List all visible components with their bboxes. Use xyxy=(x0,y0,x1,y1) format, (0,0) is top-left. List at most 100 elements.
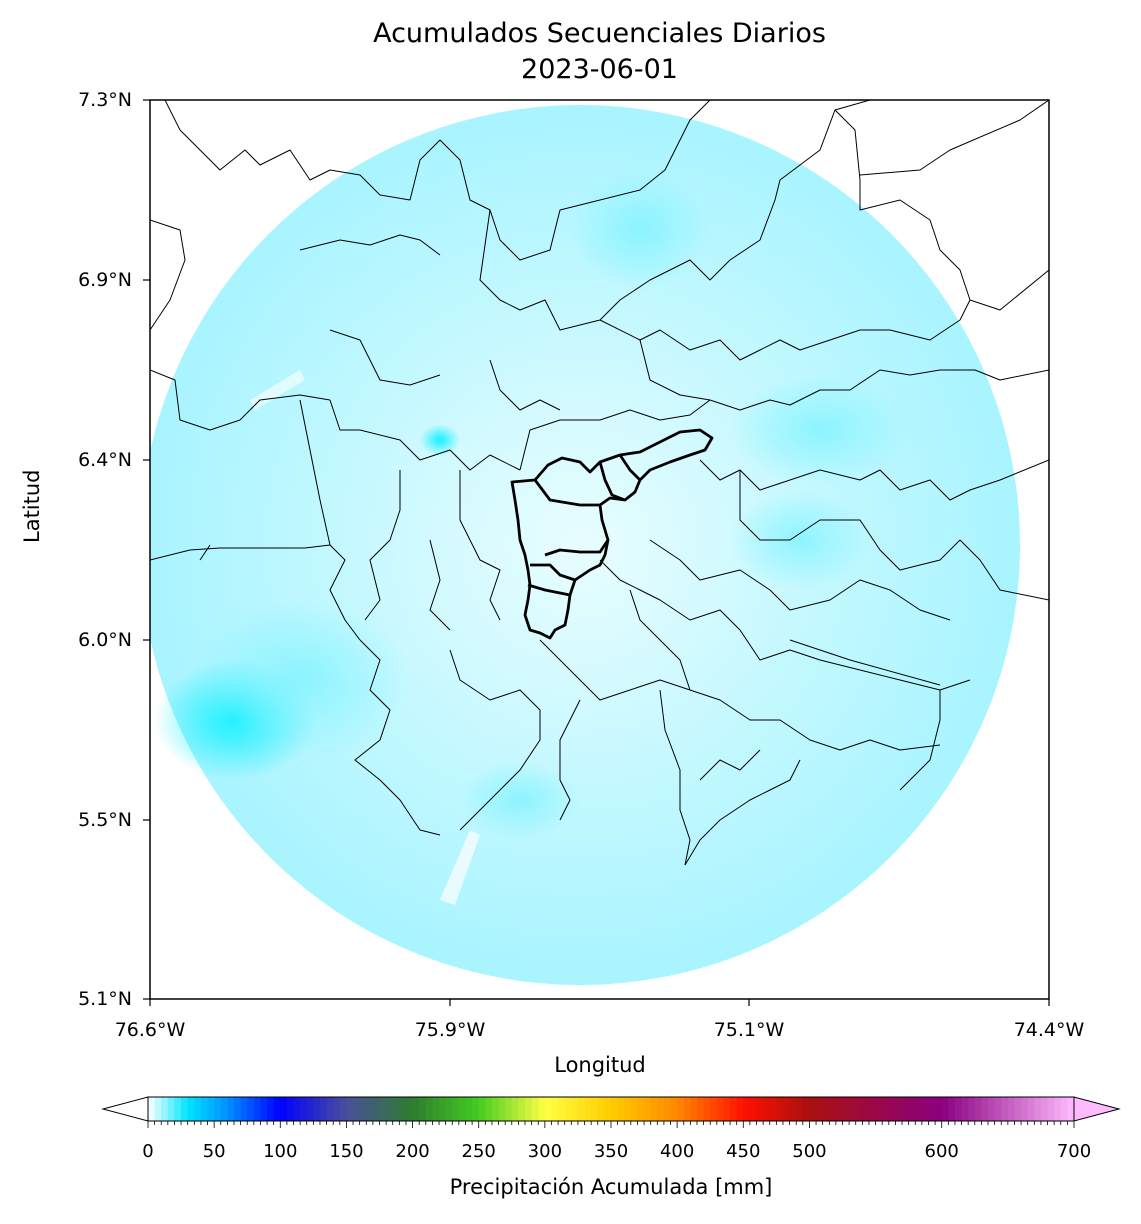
colorbar-segment xyxy=(855,1097,863,1121)
colorbar-segment xyxy=(789,1097,797,1121)
x-axis-label: Longitud xyxy=(554,1053,646,1077)
colorbar-segment xyxy=(306,1097,314,1121)
colorbar-segment xyxy=(399,1097,407,1121)
colorbar-segment xyxy=(829,1097,837,1121)
colorbar-segment xyxy=(227,1097,235,1121)
colorbar-segment xyxy=(630,1097,639,1121)
colorbar-segment xyxy=(207,1097,215,1121)
colorbar-segment xyxy=(895,1097,903,1121)
radar-artifact xyxy=(440,830,480,905)
colorbar-segment xyxy=(174,1097,182,1121)
colorbar-segment xyxy=(491,1097,500,1121)
colorbar-segment xyxy=(267,1097,275,1121)
colorbar-segment xyxy=(756,1097,764,1121)
colorbar-segment xyxy=(194,1097,202,1121)
colorbar-segment xyxy=(888,1097,897,1121)
colorbar-segment xyxy=(260,1097,268,1121)
colorbar-segment xyxy=(954,1097,963,1121)
colorbar-tick-label: 0 xyxy=(142,1141,154,1162)
colorbar-segment xyxy=(908,1097,916,1121)
colorbar-segment xyxy=(187,1097,195,1121)
colorbar-segment xyxy=(233,1097,242,1121)
colorbar-segment xyxy=(677,1097,685,1121)
precip-cell xyxy=(730,375,910,485)
colorbar-segment xyxy=(981,1097,989,1121)
colorbar-segment xyxy=(604,1097,612,1121)
colorbar-segment xyxy=(1067,1097,1075,1121)
colorbar-segment xyxy=(339,1097,348,1121)
colorbar-segment xyxy=(941,1097,949,1121)
colorbar-segment xyxy=(650,1097,658,1121)
colorbar-segment xyxy=(921,1097,930,1121)
colorbar-tick-label: 250 xyxy=(461,1141,496,1162)
colorbar-segment xyxy=(809,1097,817,1121)
colorbar xyxy=(101,1096,1121,1128)
colorbar-label: Precipitación Acumulada [mm] xyxy=(449,1175,773,1199)
radar-coverage xyxy=(150,105,1020,985)
colorbar-segment xyxy=(1040,1097,1049,1121)
colorbar-segment xyxy=(637,1097,645,1121)
colorbar-segment xyxy=(181,1097,189,1121)
colorbar-segment xyxy=(935,1097,943,1121)
colorbar-segment xyxy=(558,1097,566,1121)
map-panel xyxy=(150,100,1049,999)
colorbar-segment xyxy=(326,1097,334,1121)
precip-cell xyxy=(190,600,410,760)
colorbar-segment xyxy=(386,1097,394,1121)
colorbar-segment xyxy=(782,1097,791,1121)
colorbar-tick-label: 200 xyxy=(395,1141,430,1162)
colorbar-segment xyxy=(273,1097,281,1121)
colorbar-segment xyxy=(882,1097,890,1121)
colorbar-segment xyxy=(683,1097,691,1121)
colorbar-segment xyxy=(538,1097,546,1121)
colorbar-min-extend xyxy=(101,1096,149,1122)
colorbar-segment xyxy=(551,1097,559,1121)
colorbar-segment xyxy=(994,1097,1002,1121)
colorbar-segment xyxy=(405,1097,414,1121)
colorbar-segment xyxy=(286,1097,295,1121)
y-tick-label: 6.4°N xyxy=(78,449,132,471)
colorbar-segment xyxy=(465,1097,473,1121)
colorbar-segment xyxy=(439,1097,447,1121)
colorbar-segment xyxy=(710,1097,718,1121)
colorbar-segment xyxy=(875,1097,883,1121)
colorbar-segment xyxy=(280,1097,288,1121)
colorbar-segment xyxy=(200,1097,209,1121)
colorbar-segment xyxy=(915,1097,923,1121)
colorbar-segment xyxy=(353,1097,361,1121)
colorbar-segment xyxy=(776,1097,784,1121)
municipal-boundaries xyxy=(150,100,1049,866)
colorbar-segment xyxy=(849,1097,857,1121)
colorbar-segment xyxy=(611,1097,619,1121)
colorbar-segment xyxy=(743,1097,751,1121)
colorbar-tick-label: 150 xyxy=(329,1141,364,1162)
colorbar-segment xyxy=(730,1097,738,1121)
colorbar-segment xyxy=(293,1097,301,1121)
colorbar-segment xyxy=(1060,1097,1068,1121)
colorbar-segment xyxy=(220,1097,228,1121)
x-tick-label: 74.4°W xyxy=(1013,1019,1085,1041)
colorbar-segment xyxy=(763,1097,771,1121)
colorbar-segment xyxy=(1007,1097,1016,1121)
colorbar-tick-label: 600 xyxy=(924,1141,959,1162)
precip-cell xyxy=(460,760,580,840)
colorbar-segment xyxy=(703,1097,711,1121)
colorbar-segment xyxy=(472,1097,480,1121)
colorbar-segment xyxy=(564,1097,572,1121)
colorbar-segment xyxy=(333,1097,341,1121)
colorbar-segment xyxy=(247,1097,255,1121)
colorbar-segment xyxy=(948,1097,956,1121)
x-tick-label: 76.6°W xyxy=(114,1019,186,1041)
colorbar-segment xyxy=(663,1097,672,1121)
colorbar-segment xyxy=(359,1097,367,1121)
colorbar-segment xyxy=(319,1097,328,1121)
colorbar-segment xyxy=(974,1097,982,1121)
colorbar-segment xyxy=(796,1097,804,1121)
colorbar-segment xyxy=(214,1097,222,1121)
colorbar-tick-label: 50 xyxy=(202,1141,226,1162)
colorbar-segment xyxy=(769,1097,777,1121)
colorbar-segment xyxy=(624,1097,632,1121)
colorbar-segment xyxy=(505,1097,513,1121)
colorbar-segment xyxy=(372,1097,381,1121)
